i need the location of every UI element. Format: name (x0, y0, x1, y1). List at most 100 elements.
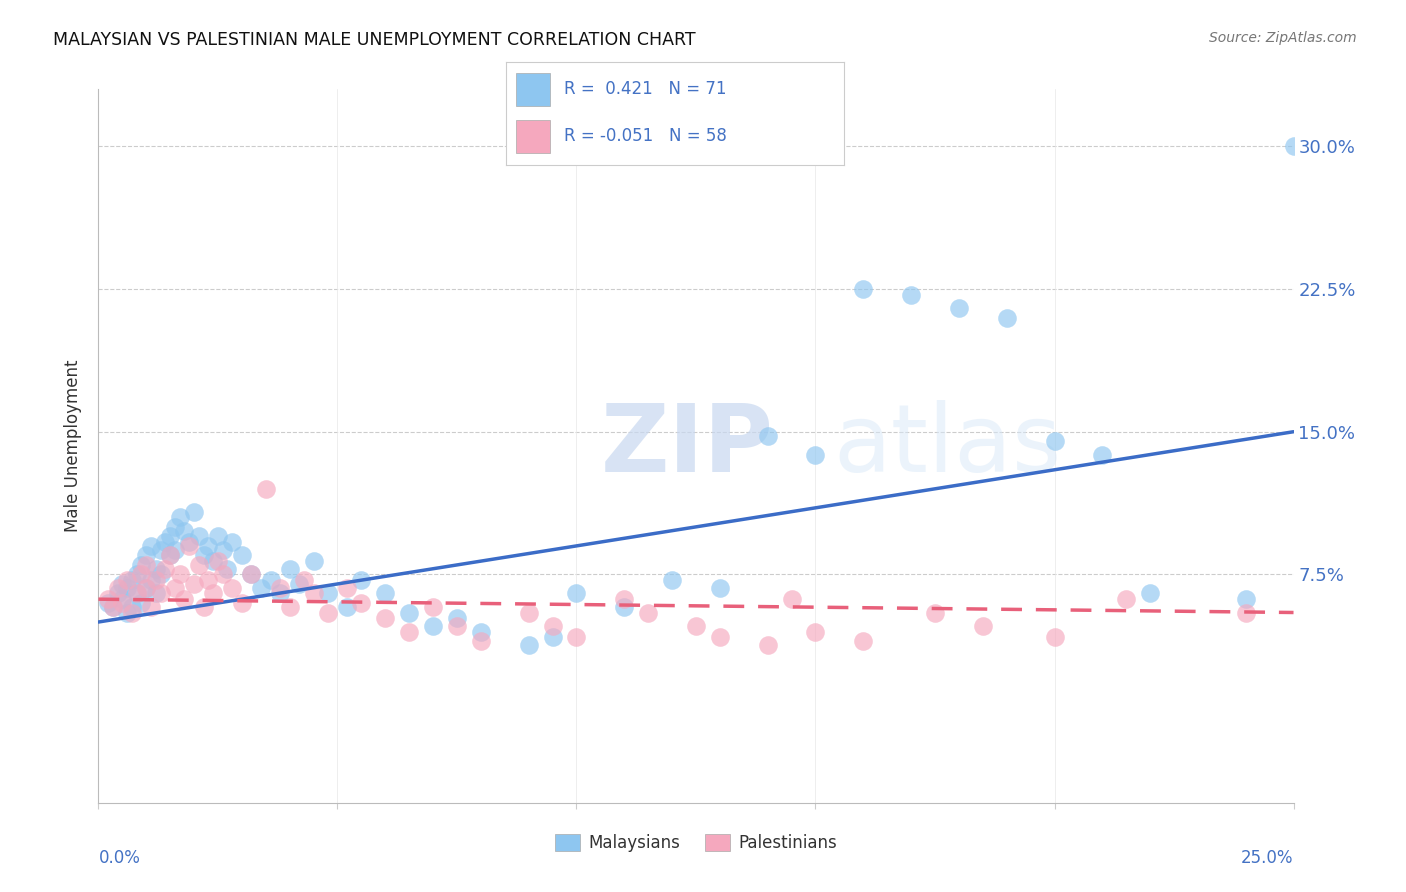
Point (149, 586, 172, 600)
Point (336, 581, 359, 595)
Point (517, 606, 540, 620)
Point (115, 573, 138, 587)
Point (972, 619, 994, 633)
Point (1282, 139, 1305, 153)
Point (336, 599, 359, 614)
Legend: Malaysians, Palestinians: Malaysians, Palestinians (548, 827, 844, 859)
Point (316, 606, 339, 620)
Point (155, 562, 177, 576)
Point (852, 634, 875, 648)
Point (197, 573, 219, 587)
Point (756, 638, 779, 652)
Point (169, 510, 191, 524)
Point (613, 592, 636, 607)
Point (302, 586, 325, 600)
Point (107, 586, 129, 600)
Point (1043, 630, 1066, 644)
Point (1091, 448, 1114, 462)
Point (517, 638, 540, 652)
Point (1234, 606, 1257, 620)
Point (221, 535, 243, 549)
Point (179, 535, 201, 549)
Point (101, 599, 124, 614)
Point (254, 482, 277, 496)
Point (202, 586, 225, 600)
Point (995, 310, 1018, 325)
Point (1043, 434, 1066, 449)
Point (125, 586, 148, 600)
Point (135, 581, 157, 595)
Point (269, 581, 291, 595)
Point (145, 586, 167, 600)
Point (145, 573, 167, 587)
Point (145, 562, 167, 576)
Point (183, 505, 205, 519)
Point (121, 573, 143, 587)
Point (288, 577, 311, 591)
Bar (516, 73, 550, 105)
Point (398, 606, 420, 620)
Bar (516, 120, 550, 153)
Point (804, 448, 827, 462)
Point (111, 596, 134, 610)
Point (173, 592, 195, 607)
Point (374, 611, 396, 625)
Point (97, 596, 120, 610)
Point (278, 599, 301, 614)
Point (422, 619, 444, 633)
Point (541, 619, 564, 633)
Point (187, 529, 209, 543)
Point (131, 558, 153, 572)
Point (107, 581, 129, 595)
Point (709, 581, 731, 595)
Text: MALAYSIAN VS PALESTINIAN MALE UNEMPLOYMENT CORRELATION CHART: MALAYSIAN VS PALESTINIAN MALE UNEMPLOYME… (53, 31, 696, 49)
Point (374, 586, 396, 600)
Point (131, 596, 153, 610)
Point (159, 549, 181, 563)
Text: ZIP: ZIP (600, 400, 773, 492)
Point (756, 428, 779, 442)
Point (139, 539, 162, 553)
Point (125, 567, 148, 582)
Point (135, 558, 157, 572)
Point (135, 581, 157, 595)
Point (121, 599, 143, 614)
Point (163, 520, 186, 534)
Point (1139, 586, 1161, 600)
Text: 25.0%: 25.0% (1241, 849, 1294, 867)
Point (207, 554, 229, 568)
Point (350, 573, 373, 587)
Point (398, 624, 420, 639)
Point (163, 581, 186, 595)
Point (121, 606, 143, 620)
Point (446, 611, 468, 625)
Point (541, 630, 564, 644)
Point (240, 567, 263, 582)
Point (163, 542, 186, 557)
Point (202, 554, 225, 568)
Point (115, 581, 138, 595)
Point (211, 542, 233, 557)
Point (350, 596, 373, 610)
Point (565, 630, 588, 644)
Point (1115, 592, 1137, 607)
Point (193, 599, 215, 614)
Point (240, 567, 263, 582)
Point (169, 567, 191, 582)
Text: atlas: atlas (834, 400, 1062, 492)
Point (709, 630, 731, 644)
Point (97, 592, 120, 607)
Point (565, 586, 588, 600)
Point (111, 592, 134, 607)
Point (924, 606, 946, 620)
Point (948, 301, 970, 315)
Point (111, 577, 134, 591)
Point (125, 586, 148, 600)
Point (316, 586, 339, 600)
Point (685, 619, 707, 633)
Point (231, 596, 253, 610)
Text: 0.0%: 0.0% (98, 849, 141, 867)
Text: Source: ZipAtlas.com: Source: ZipAtlas.com (1209, 31, 1357, 45)
Point (422, 599, 444, 614)
Point (446, 619, 468, 633)
